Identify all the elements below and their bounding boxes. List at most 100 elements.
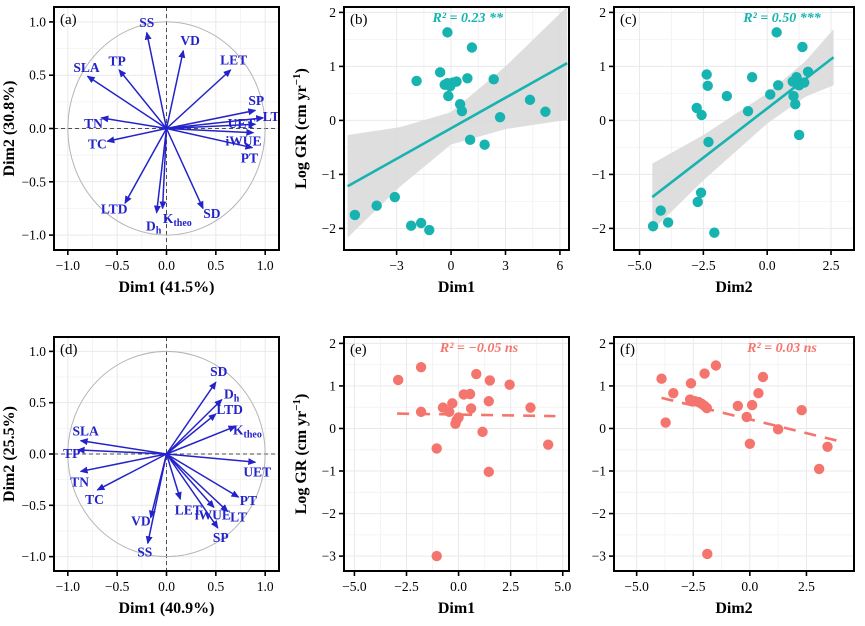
svg-text:0.5: 0.5 <box>29 395 46 410</box>
svg-text:1: 1 <box>599 378 606 393</box>
svg-text:Dim2: Dim2 <box>715 600 752 617</box>
svg-text:−2.5: −2.5 <box>691 258 716 273</box>
svg-text:LT: LT <box>230 510 247 525</box>
svg-text:SD: SD <box>210 364 228 379</box>
svg-text:−1: −1 <box>322 167 336 182</box>
svg-text:SP: SP <box>213 530 229 545</box>
svg-text:1.0: 1.0 <box>257 579 274 594</box>
svg-text:SD: SD <box>203 206 221 221</box>
svg-text:SS: SS <box>137 545 152 560</box>
svg-text:SP: SP <box>248 93 264 108</box>
svg-text:TP: TP <box>63 446 80 461</box>
svg-text:2: 2 <box>599 336 606 351</box>
svg-text:−5.0: −5.0 <box>342 579 367 594</box>
svg-text:iWUE: iWUE <box>225 133 261 148</box>
svg-text:1: 1 <box>329 378 336 393</box>
svg-text:−2: −2 <box>322 221 336 236</box>
svg-text:0: 0 <box>448 258 455 273</box>
svg-text:Dim1 (40.9%): Dim1 (40.9%) <box>119 600 215 617</box>
svg-text:Log GR (cm yr−1): Log GR (cm yr−1) <box>291 68 310 189</box>
svg-text:VD: VD <box>180 33 200 48</box>
svg-text:−2: −2 <box>322 506 336 521</box>
svg-text:0.5: 0.5 <box>207 579 224 594</box>
svg-text:PT: PT <box>240 493 257 508</box>
svg-text:−1.0: −1.0 <box>56 258 81 273</box>
svg-text:UET: UET <box>228 116 256 131</box>
svg-text:−2: −2 <box>592 221 606 236</box>
panel-b-chart: R² = 0.23 ** −3 0 3 6 2 1 0 −1 −2 Dim1 Log GR (cm y… <box>290 0 580 300</box>
svg-text:SS: SS <box>139 15 154 30</box>
svg-text:2.5: 2.5 <box>823 258 840 273</box>
svg-text:0.5: 0.5 <box>29 68 46 83</box>
scatter-panel-f: R² = 0.03 ns −5.0 −2.5 0.0 2.5 2 1 0 −1 −2 −3 Dim2 (… <box>580 330 865 621</box>
svg-text:−1.0: −1.0 <box>22 228 47 243</box>
svg-text:0.0: 0.0 <box>741 579 758 594</box>
panel-c-chart: R² = 0.50 *** −5.0 −2.5 0.0 2.5 2 1 0 −1 −2 Dim2 (c… <box>580 0 865 300</box>
svg-text:TC: TC <box>85 492 104 507</box>
svg-text:1.0: 1.0 <box>29 344 46 359</box>
svg-text:LTD: LTD <box>216 402 243 417</box>
svg-text:5.0: 5.0 <box>554 579 571 594</box>
svg-text:Dim2 (25.5%): Dim2 (25.5%) <box>1 406 18 502</box>
svg-text:0.5: 0.5 <box>207 258 224 273</box>
svg-text:0.0: 0.0 <box>450 579 467 594</box>
svg-text:TP: TP <box>109 53 126 68</box>
svg-text:2: 2 <box>329 336 336 351</box>
svg-text:LET: LET <box>220 52 247 67</box>
svg-text:1: 1 <box>599 59 606 74</box>
svg-text:−0.5: −0.5 <box>22 174 47 189</box>
svg-text:(e): (e) <box>350 342 367 358</box>
svg-text:1.0: 1.0 <box>29 14 46 29</box>
svg-text:2.5: 2.5 <box>502 579 519 594</box>
svg-text:Dim1: Dim1 <box>438 279 475 296</box>
svg-text:−1: −1 <box>592 167 606 182</box>
svg-text:0.0: 0.0 <box>29 121 46 136</box>
svg-text:−0.5: −0.5 <box>105 258 130 273</box>
svg-text:R² = 0.03 ns: R² = 0.03 ns <box>746 341 817 356</box>
svg-text:−1.0: −1.0 <box>22 549 47 564</box>
svg-text:−3: −3 <box>322 549 337 564</box>
svg-text:−2.5: −2.5 <box>681 579 706 594</box>
svg-text:UET: UET <box>243 464 271 479</box>
svg-text:−1: −1 <box>322 464 336 479</box>
svg-text:(b): (b) <box>350 12 368 28</box>
svg-text:LTD: LTD <box>101 202 128 217</box>
svg-text:2: 2 <box>599 5 606 20</box>
svg-text:VD: VD <box>131 514 151 529</box>
svg-text:−3: −3 <box>592 549 607 564</box>
svg-text:TN: TN <box>84 116 103 131</box>
scatter-panel-e: R² = −0.05 ns −5.0 −2.5 0.0 2.5 5.0 2 1 0 −1 −2 −3 D… <box>290 330 580 621</box>
svg-text:Dim1: Dim1 <box>438 600 475 617</box>
svg-text:3: 3 <box>502 258 509 273</box>
svg-text:(a): (a) <box>60 12 77 28</box>
svg-text:−5.0: −5.0 <box>624 579 649 594</box>
svg-text:−1.0: −1.0 <box>56 579 81 594</box>
svg-text:2: 2 <box>329 5 336 20</box>
svg-text:−2.5: −2.5 <box>394 579 419 594</box>
panel-f-chart: R² = 0.03 ns −5.0 −2.5 0.0 2.5 2 1 0 −1 −2 −3 Dim2 (… <box>580 330 865 621</box>
svg-text:Log GR (cm yr−1): Log GR (cm yr−1) <box>291 394 310 515</box>
svg-text:0: 0 <box>599 421 606 436</box>
svg-text:LT: LT <box>263 109 280 124</box>
svg-text:0.0: 0.0 <box>158 258 175 273</box>
svg-text:0: 0 <box>329 113 336 128</box>
svg-text:0: 0 <box>329 421 336 436</box>
svg-text:Dim2: Dim2 <box>715 279 752 296</box>
svg-text:0.0: 0.0 <box>29 447 46 462</box>
svg-text:R² = 0.50 ***: R² = 0.50 *** <box>742 11 822 26</box>
svg-text:−1: −1 <box>592 464 606 479</box>
svg-text:(c): (c) <box>620 12 637 28</box>
svg-text:2.5: 2.5 <box>798 579 815 594</box>
svg-text:0.0: 0.0 <box>158 579 175 594</box>
svg-text:0.0: 0.0 <box>759 258 776 273</box>
svg-text:1: 1 <box>329 59 336 74</box>
svg-text:−5.0: −5.0 <box>627 258 652 273</box>
pca-biplot-panel-d: SD Dh LTD Ktheo SLA TP TN TC UET PT LET iWUE LT VD SP S… <box>0 330 290 621</box>
svg-text:SLA: SLA <box>73 60 100 75</box>
svg-text:SLA: SLA <box>72 423 99 438</box>
svg-text:(f): (f) <box>620 342 635 358</box>
svg-text:−0.5: −0.5 <box>22 498 47 513</box>
pca-biplot-panel-a: SS VD LET TP SLA SP LT TN UET iWUE TC PT LTD Dh Ktheo S… <box>0 0 290 300</box>
